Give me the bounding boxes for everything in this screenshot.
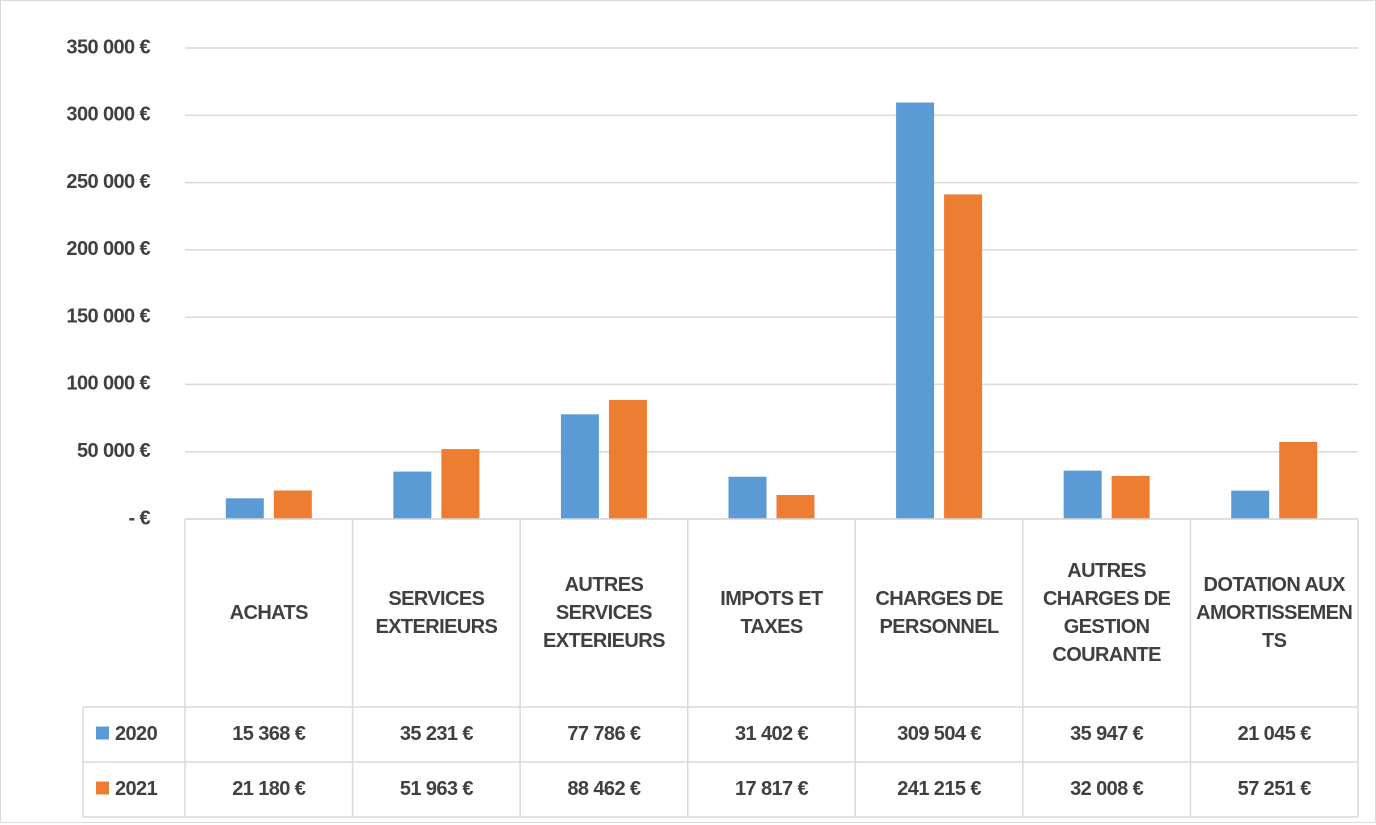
bar <box>1279 441 1318 519</box>
category-label: SERVICES EXTERIEURS <box>375 588 498 638</box>
legend-label: 2021 <box>115 778 158 800</box>
legend-swatch <box>96 726 109 740</box>
table-value: 32 008 € <box>1070 778 1144 800</box>
table-value: 35 231 € <box>400 723 474 745</box>
category-label: CHARGES DE PERSONNEL <box>875 588 1003 638</box>
legend-label: 2020 <box>115 723 158 745</box>
table-value: 21 180 € <box>232 778 306 800</box>
category-label: DOTATION AUX AMORTISSEMENTS <box>1196 574 1353 652</box>
category-cell: SERVICES EXTERIEURS <box>375 588 498 638</box>
bar <box>441 449 480 519</box>
bar <box>560 414 599 519</box>
bar <box>393 471 432 519</box>
bar <box>944 194 983 519</box>
y-tick-label: 350 000 € <box>66 36 150 58</box>
table-value: 241 215 € <box>897 778 981 800</box>
category-cell: AUTRES SERVICES EXTERIEURS <box>543 574 665 652</box>
bar <box>273 490 312 519</box>
bar <box>728 476 767 519</box>
table-value: 51 963 € <box>400 778 474 800</box>
table-value: 77 786 € <box>567 723 641 745</box>
bar <box>1063 470 1102 519</box>
bar <box>1231 490 1270 519</box>
y-tick-label: 150 000 € <box>66 305 150 327</box>
bar <box>776 495 815 519</box>
table-value: 309 504 € <box>897 723 981 745</box>
bar <box>608 399 647 519</box>
table-value: 21 045 € <box>1238 723 1312 745</box>
table-value: 35 947 € <box>1070 723 1144 745</box>
y-tick-label: 50 000 € <box>77 440 151 462</box>
category-cell: DOTATION AUX AMORTISSEMENTS <box>1196 574 1353 652</box>
table-value: 17 817 € <box>735 778 809 800</box>
y-tick-label: - € <box>128 507 150 529</box>
category-label: IMPOTS ET TAXES <box>720 588 823 638</box>
y-tick-label: 200 000 € <box>66 238 150 260</box>
table-value: 15 368 € <box>232 723 306 745</box>
category-label: AUTRES CHARGES DE GESTION COURANTE <box>1042 560 1171 666</box>
y-tick-label: 250 000 € <box>66 171 150 193</box>
category-label: AUTRES SERVICES EXTERIEURS <box>543 574 665 652</box>
y-tick-label: 300 000 € <box>66 104 150 126</box>
category-cell: CHARGES DE PERSONNEL <box>875 588 1003 638</box>
table-value: 57 251 € <box>1238 778 1312 800</box>
table-value: 31 402 € <box>735 723 809 745</box>
category-label: ACHATS <box>229 602 309 624</box>
category-cell: IMPOTS ET TAXES <box>720 588 823 638</box>
table-value: 88 462 € <box>567 778 641 800</box>
bar <box>896 102 935 520</box>
category-cell: ACHATS <box>229 602 309 624</box>
bar <box>1111 475 1150 519</box>
category-cell: AUTRES CHARGES DE GESTION COURANTE <box>1042 560 1171 666</box>
bar <box>225 498 264 519</box>
y-tick-label: 100 000 € <box>66 373 150 395</box>
legend-swatch <box>96 781 109 795</box>
